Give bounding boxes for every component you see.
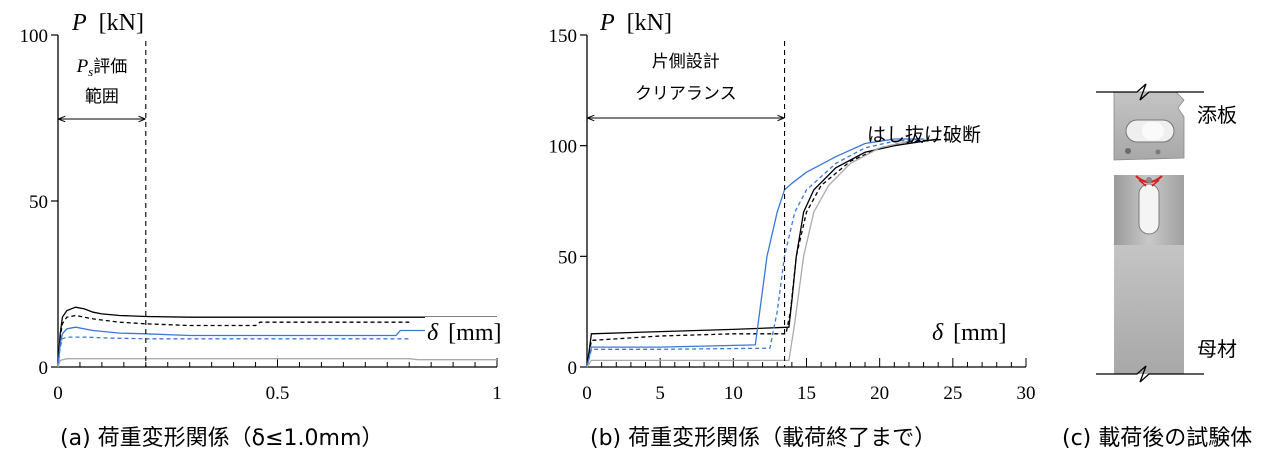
- break-mark-bottom: [1096, 365, 1204, 383]
- chart-b-ytick-label: 100: [549, 137, 578, 158]
- chart-a-series-line-2: [57, 314, 410, 368]
- chart-b-xtick-label: 30: [1017, 383, 1036, 404]
- chart-a-xlabel-unit: [mm]: [448, 320, 501, 346]
- chart-a-xlabel-symbol: δ: [427, 320, 439, 346]
- chart-b-xtick-label: 0: [582, 383, 592, 404]
- chart-b-series-line-1: [586, 138, 939, 368]
- chart-b-ytick-label: 150: [549, 26, 578, 47]
- chart-b-ylabel-symbol: P: [599, 10, 615, 36]
- chart-b-annotation-line1: 片側設計: [652, 52, 720, 72]
- caption-b: (b) 荷重変形関係（載荷終了まで）: [590, 426, 936, 451]
- chart-b-xlabel-unit: [mm]: [953, 320, 1006, 346]
- chart-a-annotation-line1: Ps評価: [76, 56, 128, 79]
- chart-b-series-line-3: [586, 138, 924, 368]
- specimen-photo: 添板 母材: [1096, 83, 1237, 383]
- break-mark-top: [1096, 83, 1204, 101]
- chart-a-ytick-label: 100: [20, 26, 49, 47]
- chart-b-ytick-label: 0: [568, 358, 578, 379]
- base-plate-image: [1114, 175, 1184, 374]
- label-base-plate: 母材: [1197, 337, 1237, 361]
- chart-a-series-line-4: [57, 336, 410, 368]
- splice-plate-image: [1113, 91, 1185, 161]
- chart-a-series-line-1: [57, 306, 497, 368]
- chart-b-xtick-label: 20: [870, 383, 889, 404]
- chart-a-annotation-line2: 範囲: [85, 87, 119, 107]
- chart-a-ytick-label: 0: [39, 358, 49, 379]
- chart-a-ylabel-unit: [kN]: [99, 10, 144, 36]
- chart-b-xtick-label: 5: [655, 383, 665, 404]
- chart-b-ylabel-unit: [kN]: [627, 10, 672, 36]
- chart-a-xtick-label: 0: [53, 383, 63, 404]
- chart-a-xtick-label: 0.5: [266, 383, 290, 404]
- chart-b-series-line-4: [586, 138, 924, 368]
- chart-a-series-line-5: [57, 358, 497, 368]
- chart-b-series-line-5: [586, 140, 910, 368]
- chart-b-ytick-label: 50: [558, 247, 577, 268]
- chart-b-xtick-label: 15: [797, 383, 816, 404]
- svg-text:P [kN]: P [kN]: [599, 10, 672, 36]
- chart-a-ytick-label: 50: [29, 192, 48, 213]
- svg-text:δ [mm]: δ [mm]: [932, 320, 1006, 346]
- caption-a: (a) 荷重変形関係（δ≤1.0mm）: [60, 426, 383, 451]
- chart-a-series-line-3: [57, 326, 432, 368]
- chart-a-xtick-label: 1: [492, 383, 502, 404]
- label-splice-plate: 添板: [1197, 103, 1237, 127]
- chart-a-ylabel-symbol: P: [71, 10, 87, 36]
- chart-b-annotation-line2: クリアランス: [635, 84, 737, 104]
- svg-text:P [kN]: P [kN]: [71, 10, 144, 36]
- chart-b: 0 50 100 150 0 5 10 15 20 25 30 片側設計 クリアランス はし抜け破…: [549, 10, 1036, 404]
- chart-b-xlabel-symbol: δ: [932, 320, 944, 346]
- chart-a: 0 50 100 0 0.5 1 Ps評価 範囲 P [kN] δ [mm]: [20, 10, 517, 404]
- chart-b-fracture-label: はし抜け破断: [867, 124, 981, 146]
- chart-b-xtick-label: 10: [724, 383, 743, 404]
- svg-text:δ [mm]: δ [mm]: [427, 320, 501, 346]
- caption-c: (c) 載荷後の試験体: [1062, 426, 1252, 451]
- chart-b-xtick-label: 25: [943, 383, 962, 404]
